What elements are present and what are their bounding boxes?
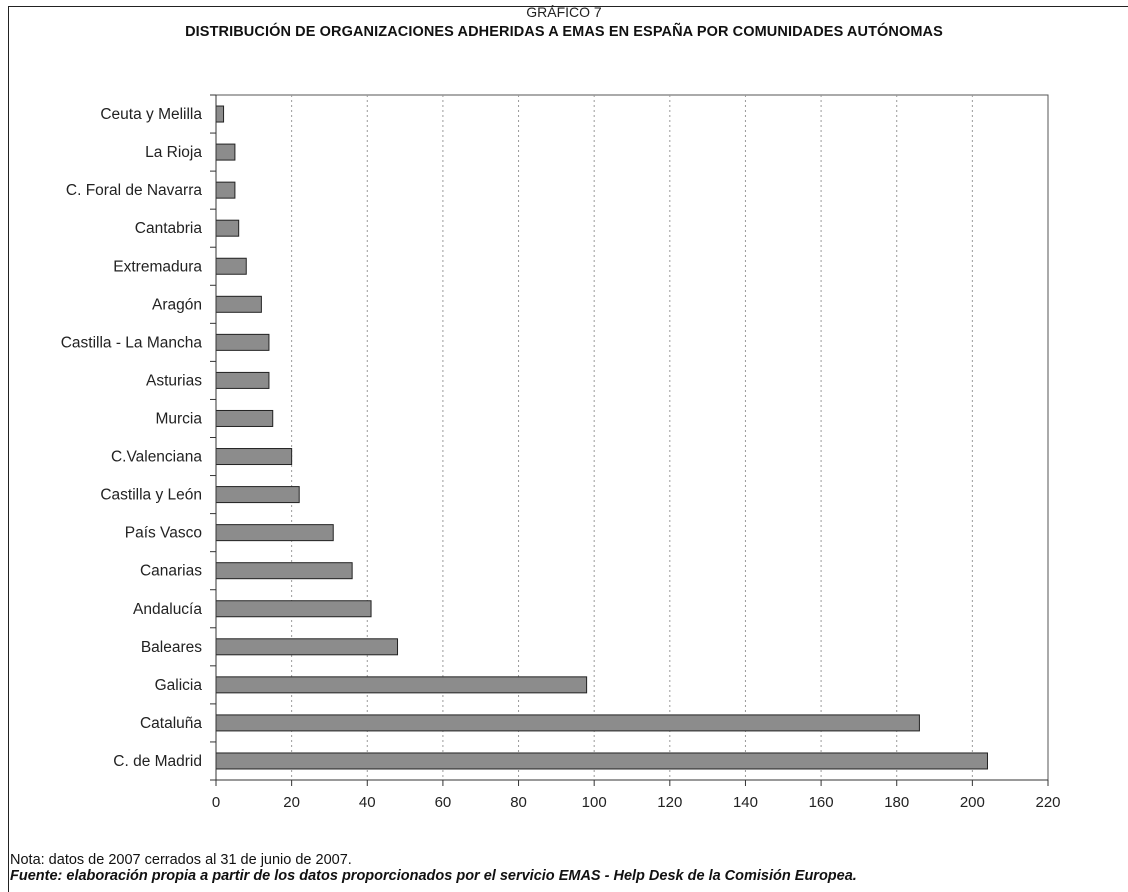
bar bbox=[215, 676, 588, 694]
bar bbox=[215, 295, 262, 313]
plot-area bbox=[215, 94, 1049, 781]
bar bbox=[215, 371, 270, 389]
category-label: Asturias bbox=[146, 372, 202, 389]
bar bbox=[215, 486, 300, 504]
bar bbox=[215, 105, 225, 123]
x-tick-label: 20 bbox=[283, 794, 300, 811]
category-label: La Rioja bbox=[145, 144, 202, 161]
bar bbox=[215, 448, 293, 466]
x-tick-label: 80 bbox=[510, 794, 527, 811]
category-label: C.Valenciana bbox=[111, 449, 202, 466]
x-tick-label: 0 bbox=[212, 794, 220, 811]
category-label: Canarias bbox=[140, 563, 202, 580]
x-tick-label: 160 bbox=[809, 794, 834, 811]
chart-title: DISTRIBUCIÓN DE ORGANIZACIONES ADHERIDAS… bbox=[185, 24, 943, 40]
bar bbox=[215, 524, 334, 542]
category-label: Extremadura bbox=[113, 258, 202, 275]
chart-note: Nota: datos de 2007 cerrados al 31 de ju… bbox=[10, 852, 352, 868]
x-tick-label: 220 bbox=[1035, 794, 1060, 811]
bar bbox=[215, 333, 270, 351]
x-tick-label: 200 bbox=[960, 794, 985, 811]
bar bbox=[215, 638, 399, 656]
category-label: Castilla - La Mancha bbox=[61, 334, 203, 351]
x-tick-label: 180 bbox=[884, 794, 909, 811]
category-label: C. Foral de Navarra bbox=[66, 182, 202, 199]
category-label: C. de Madrid bbox=[113, 753, 202, 770]
bar bbox=[215, 181, 236, 199]
bar bbox=[215, 257, 247, 275]
category-label: Cataluña bbox=[140, 715, 202, 732]
bar bbox=[215, 714, 920, 732]
chart-source: Fuente: elaboración propia a partir de l… bbox=[10, 868, 857, 884]
chart-label: GRÁFICO 7 bbox=[526, 4, 602, 20]
x-tick-label: 120 bbox=[657, 794, 682, 811]
chart-frame bbox=[8, 6, 1128, 892]
bar bbox=[215, 752, 988, 770]
category-label: Ceuta y Melilla bbox=[100, 106, 202, 123]
category-label: Cantabria bbox=[135, 220, 203, 237]
x-tick-label: 40 bbox=[359, 794, 376, 811]
category-label: Murcia bbox=[155, 410, 202, 427]
category-label: Andalucía bbox=[133, 601, 202, 618]
bar bbox=[215, 600, 372, 618]
x-tick-label: 60 bbox=[435, 794, 452, 811]
bar bbox=[215, 219, 240, 237]
bar bbox=[215, 562, 353, 580]
category-label: Baleares bbox=[141, 639, 202, 656]
category-label: Galicia bbox=[155, 677, 203, 694]
category-label: País Vasco bbox=[125, 525, 202, 542]
bar bbox=[215, 143, 236, 161]
x-tick-label: 100 bbox=[582, 794, 607, 811]
category-label: Aragón bbox=[152, 296, 202, 313]
category-label: Castilla y León bbox=[100, 487, 202, 504]
bar bbox=[215, 409, 274, 427]
x-tick-label: 140 bbox=[733, 794, 758, 811]
